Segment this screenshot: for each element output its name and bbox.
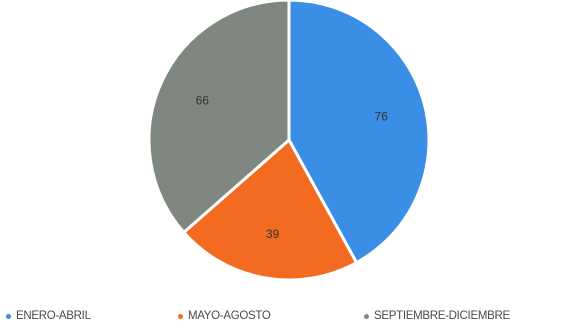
data-label-septiembre-diciembre: 66 — [196, 94, 210, 108]
data-label-mayo-agosto: 39 — [266, 227, 280, 241]
legend-swatch-septiembre-diciembre — [364, 313, 369, 319]
pie-slice-septiembre-diciembre — [147, 0, 291, 235]
legend-item-mayo-agosto: MAYO-AGOSTO — [178, 310, 271, 322]
legend-label-septiembre-diciembre: SEPTIEMBRE-DICIEMBRE — [374, 310, 510, 322]
pie-chart-svg: 76 39 66 — [147, 0, 431, 282]
legend-label-enero-abril: ENERO-ABRIL — [16, 310, 91, 322]
pie-slice-enero-abril — [287, 0, 431, 265]
legend-swatch-enero-abril — [6, 313, 11, 319]
legend: ENERO-ABRIL MAYO-AGOSTO SEPTIEMBRE-DICIE… — [0, 310, 574, 328]
legend-swatch-mayo-agosto — [178, 313, 183, 319]
pie-slice-mayo-agosto — [181, 137, 359, 282]
legend-item-enero-abril: ENERO-ABRIL — [6, 310, 91, 322]
data-label-enero-abril: 76 — [375, 109, 389, 123]
legend-item-septiembre-diciembre: SEPTIEMBRE-DICIEMBRE — [364, 310, 510, 322]
legend-label-mayo-agosto: MAYO-AGOSTO — [188, 310, 271, 322]
